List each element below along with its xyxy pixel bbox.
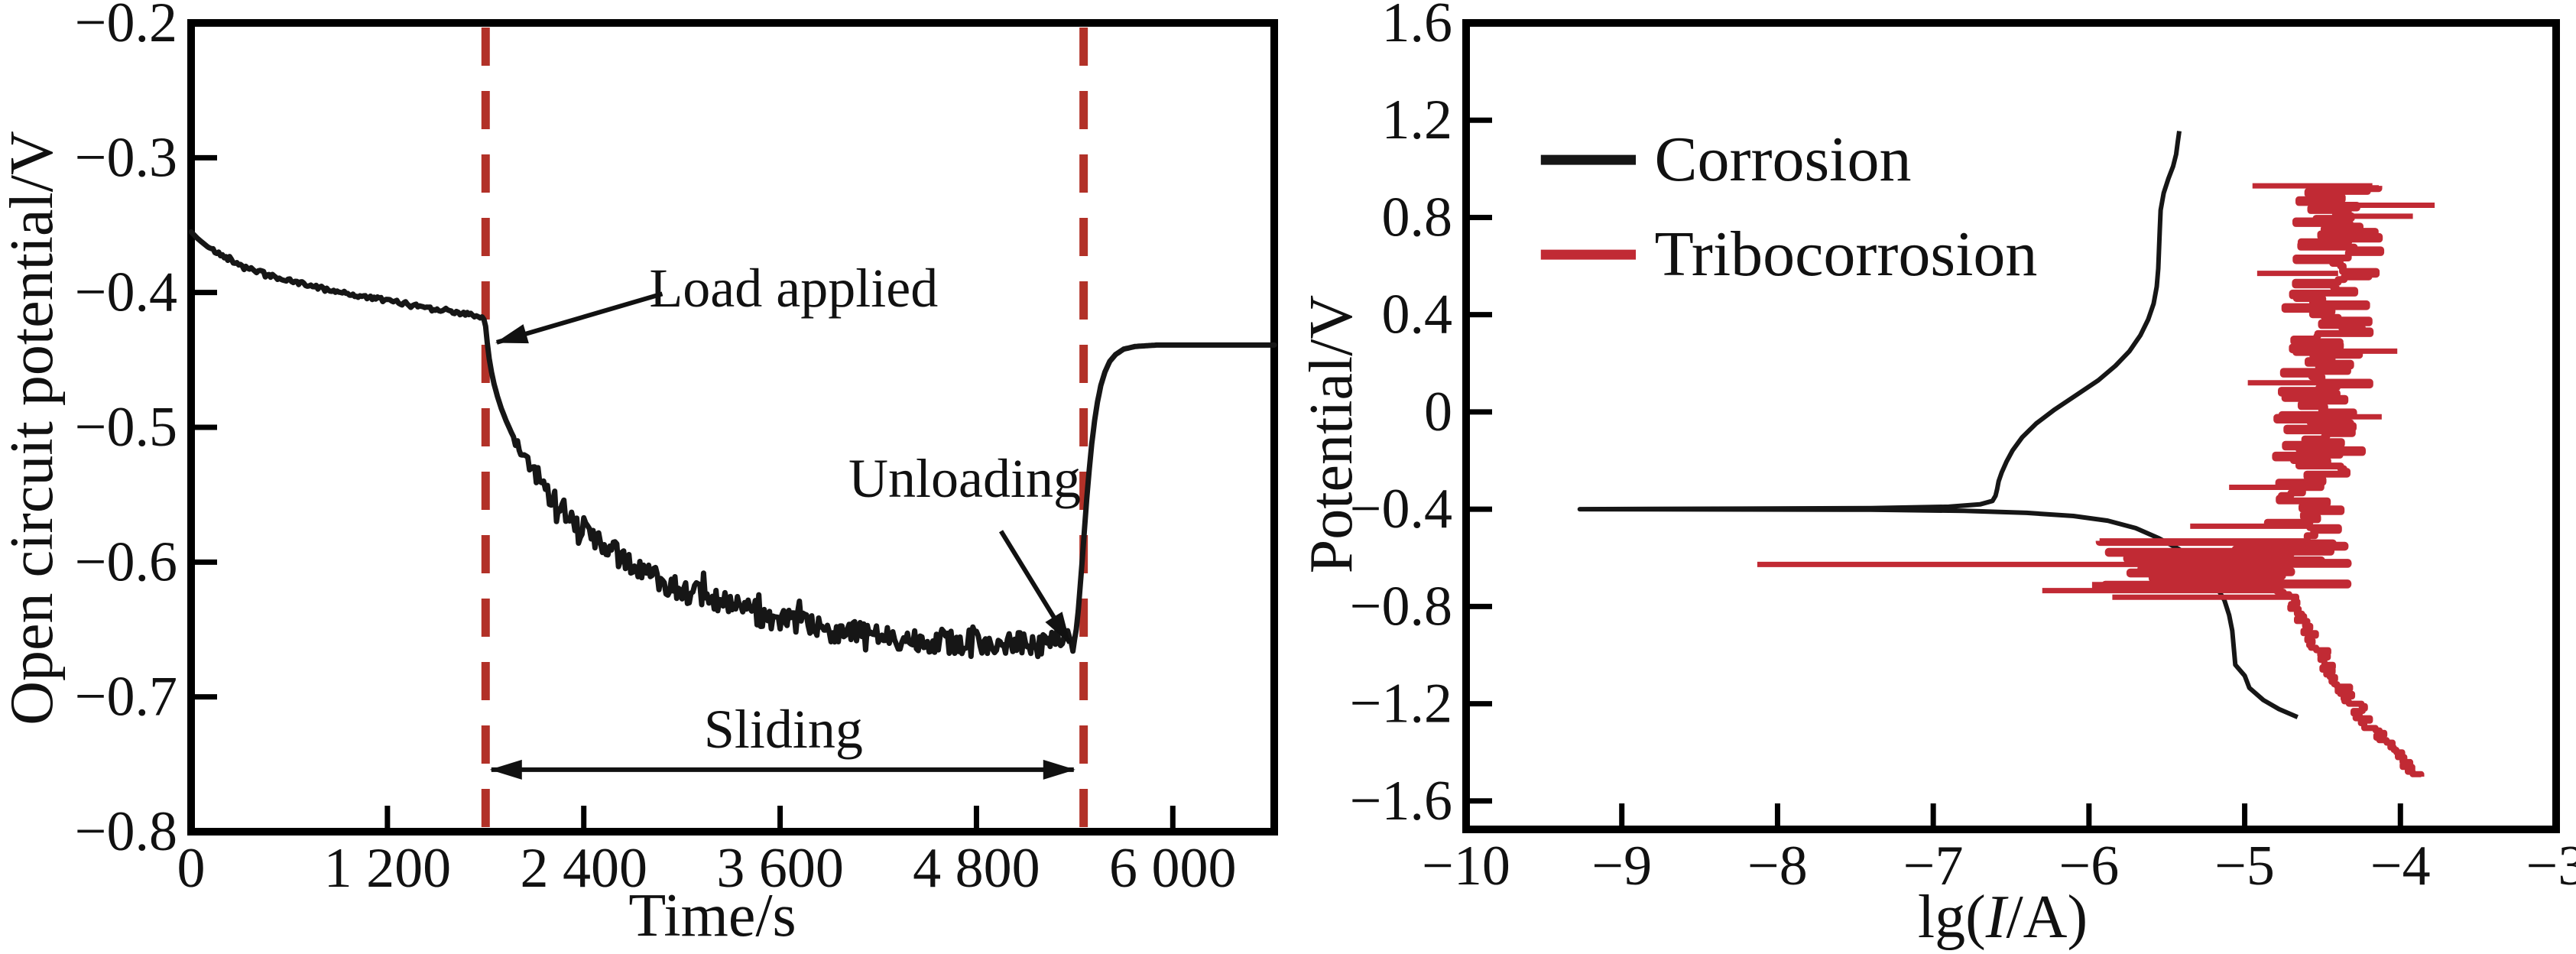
ocp-curve xyxy=(188,229,1277,660)
y-tick-label: −0.7 xyxy=(75,666,177,728)
xlabel-part: /A) xyxy=(2006,884,2088,951)
y-tick-label: −0.5 xyxy=(75,396,177,459)
annotation-load-applied: Load applied xyxy=(649,258,939,320)
y-tick-label: −1.2 xyxy=(1350,673,1452,735)
corrosion-curve xyxy=(1577,131,2299,719)
y-tick-label: −1.6 xyxy=(1350,770,1452,832)
tribocorrosion-cathodic-branch xyxy=(2265,574,2425,777)
y-tick-label: −0.8 xyxy=(75,800,177,863)
x-tick-label: −8 xyxy=(1747,835,1808,897)
x-tick-label: −7 xyxy=(1903,835,1964,897)
annotation-unloading: Unloading xyxy=(848,448,1081,509)
annotation-sliding: Sliding xyxy=(703,698,863,760)
x-tick-label: 6 000 xyxy=(1109,837,1237,900)
y-tick-label: 1.2 xyxy=(1382,89,1453,151)
legend-item-tribocorrosion: Tribocorrosion xyxy=(1654,219,2038,290)
y-tick-label: 0 xyxy=(1424,381,1452,443)
x-tick-label: −5 xyxy=(2214,835,2275,897)
x-tick-label: −3 xyxy=(2526,835,2576,897)
x-tick-label: 1 200 xyxy=(324,837,452,900)
x-tick-label: −6 xyxy=(2059,835,2119,897)
x-tick-label: 4 800 xyxy=(913,837,1040,900)
y-tick-label: −0.3 xyxy=(75,126,177,189)
x-tick-label: −10 xyxy=(1422,835,1510,897)
y-tick-label: −0.2 xyxy=(75,0,177,54)
annotation-arrow-load xyxy=(495,291,663,345)
plot-frame-right xyxy=(1462,19,2560,833)
y-tick-label: 1.6 xyxy=(1382,0,1453,54)
x-tick-label: 3 600 xyxy=(716,837,844,900)
tribocorrosion-ecorr-noise-blob xyxy=(2091,538,2352,590)
x-tick-label: −9 xyxy=(1591,835,1652,897)
xlabel-part: lg( xyxy=(1917,884,1986,951)
annotation-arrow-unload xyxy=(998,530,1072,644)
right-x-axis-title: lg(I/A) xyxy=(1918,887,2088,948)
xlabel-current-symbol: I xyxy=(1985,884,2007,951)
legend-item-corrosion: Corrosion xyxy=(1654,124,1912,196)
tribocorrosion-anodic-noisy-band xyxy=(2263,185,2385,542)
y-tick-label: −0.4 xyxy=(1350,478,1452,540)
y-tick-label: −0.6 xyxy=(75,531,177,593)
x-tick-label: −4 xyxy=(2370,835,2431,897)
y-tick-label: 0.4 xyxy=(1382,284,1453,346)
x-tick-label: 0 xyxy=(177,837,206,900)
left-x-axis-title: Time/s xyxy=(628,882,796,949)
y-tick-label: −0.8 xyxy=(1350,575,1452,638)
x-tick-label: 2 400 xyxy=(520,837,647,900)
right-y-axis-title: Potential/V xyxy=(1298,294,1365,574)
y-tick-label: 0.8 xyxy=(1382,186,1453,248)
left-y-axis-title: Open circuit potential/V xyxy=(0,131,66,725)
y-tick-label: −0.4 xyxy=(75,261,177,324)
